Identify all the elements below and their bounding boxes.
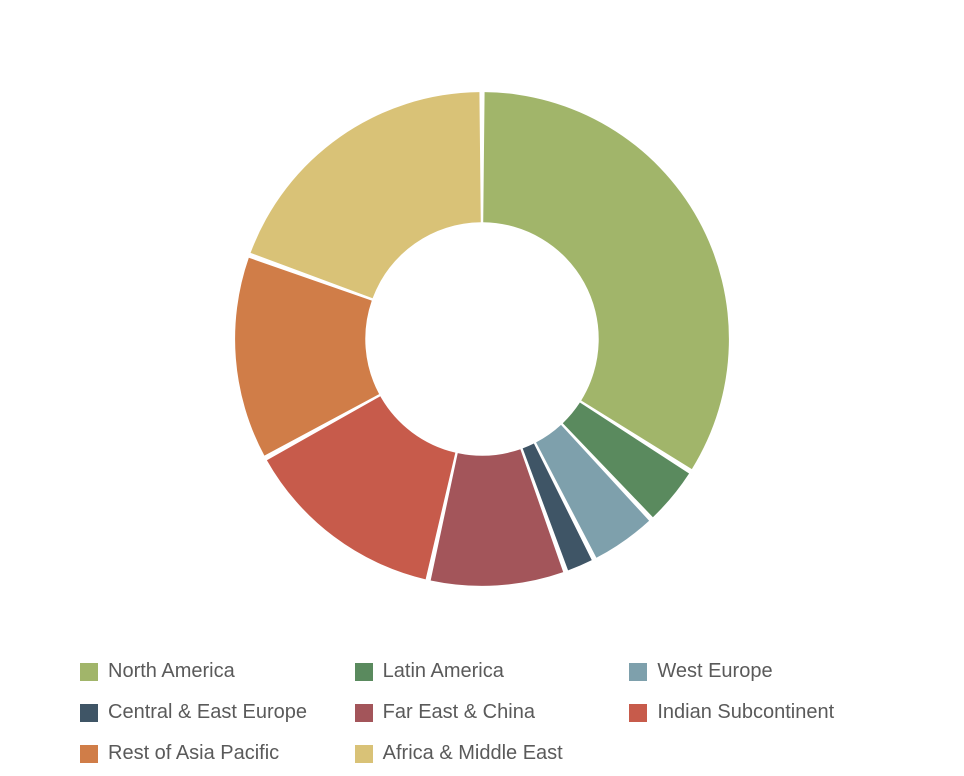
legend-swatch	[355, 704, 373, 722]
legend-label: Latin America	[383, 660, 504, 683]
legend-swatch	[80, 663, 98, 681]
legend-item[interactable]: Latin America	[355, 660, 610, 683]
legend-label: Indian Subcontinent	[657, 701, 834, 724]
legend-item[interactable]: Far East & China	[355, 701, 610, 724]
donut-chart-svg	[60, 30, 904, 630]
donut-chart-area	[60, 30, 904, 630]
legend-swatch	[629, 704, 647, 722]
legend-item[interactable]: West Europe	[629, 660, 884, 683]
legend-label: Africa & Middle East	[383, 742, 563, 765]
legend-swatch	[629, 663, 647, 681]
legend-swatch	[80, 745, 98, 763]
chart-legend: North America Latin America West Europe Cen…	[60, 660, 904, 765]
legend-label: West Europe	[657, 660, 772, 683]
donut-chart-container: North America Latin America West Europe Cen…	[0, 0, 964, 776]
legend-item[interactable]: Africa & Middle East	[355, 742, 610, 765]
legend-swatch	[355, 745, 373, 763]
donut-slice[interactable]	[483, 92, 729, 469]
legend-item[interactable]: Rest of Asia Pacific	[80, 742, 335, 765]
legend-label: Far East & China	[383, 701, 535, 724]
legend-swatch	[355, 663, 373, 681]
legend-item[interactable]: Indian Subcontinent	[629, 701, 884, 724]
legend-label: North America	[108, 660, 235, 683]
legend-item[interactable]: North America	[80, 660, 335, 683]
legend-swatch	[80, 704, 98, 722]
legend-label: Central & East Europe	[108, 701, 307, 724]
legend-item[interactable]: Central & East Europe	[80, 701, 335, 724]
legend-label: Rest of Asia Pacific	[108, 742, 279, 765]
donut-slice[interactable]	[251, 92, 481, 298]
